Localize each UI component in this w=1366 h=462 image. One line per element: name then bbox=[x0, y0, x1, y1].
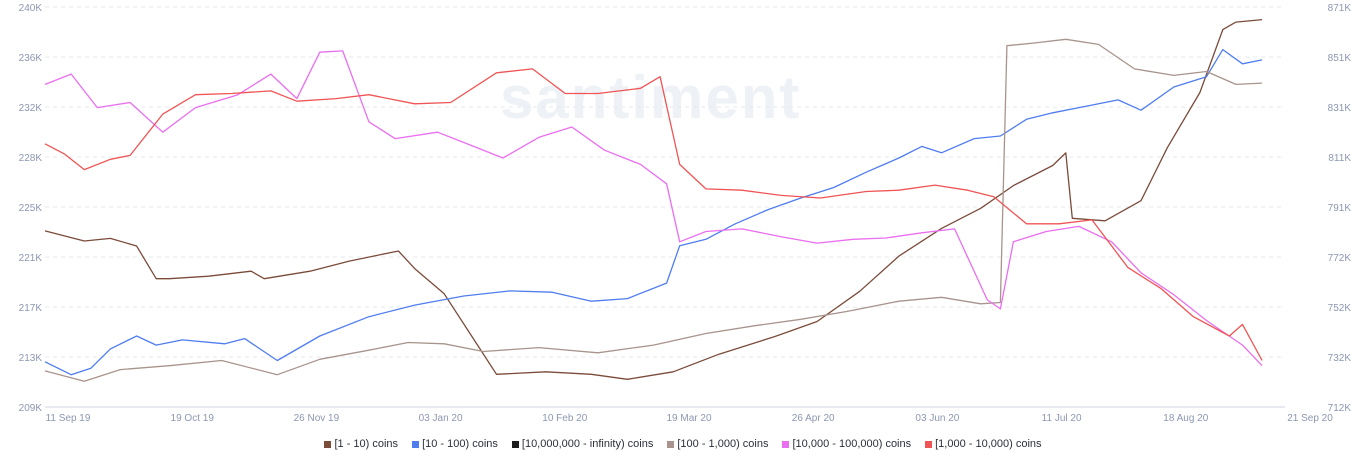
legend-swatch bbox=[782, 440, 790, 448]
legend: [1 - 10) coins [10 - 100) coins [10,000,00… bbox=[0, 434, 1366, 454]
y-left-tick-label: 221K bbox=[19, 253, 43, 264]
y-right-tick-label: 732K bbox=[1328, 353, 1352, 364]
y-left-tick-label: 240K bbox=[19, 3, 43, 14]
line-chart: santiment 240K 236K 232K 228K 225K 221K 217K 21… bbox=[19, 3, 1352, 424]
legend-item[interactable]: [1,000 - 10,000) coins bbox=[925, 438, 1042, 450]
y-left-tick-label: 228K bbox=[19, 153, 43, 164]
x-tick-label: 19 Mar 20 bbox=[666, 413, 711, 424]
y-left-tick-label: 236K bbox=[19, 53, 43, 64]
legend-item[interactable]: [1 - 10) coins bbox=[324, 438, 398, 450]
legend-swatch bbox=[667, 440, 675, 448]
legend-label: [1,000 - 10,000) coins bbox=[935, 438, 1042, 450]
y-right-tick-label: 851K bbox=[1328, 53, 1352, 64]
x-tick-label: 11 Jul 20 bbox=[1042, 413, 1082, 424]
series-lines bbox=[44, 18, 1263, 382]
x-tick-label: 19 Oct 19 bbox=[171, 413, 215, 424]
x-tick-label: 11 Sep 19 bbox=[46, 413, 91, 424]
y-right-tick-label: 712K bbox=[1328, 403, 1352, 414]
series-line bbox=[44, 68, 1263, 361]
y-left-tick-label: 209K bbox=[19, 403, 43, 414]
y-left-tick-label: 232K bbox=[19, 103, 43, 114]
x-tick-label: 26 Nov 19 bbox=[294, 413, 340, 424]
legend-label: [10,000 - 100,000) coins bbox=[792, 438, 912, 450]
legend-item[interactable]: [100 - 1,000) coins bbox=[667, 438, 768, 450]
legend-swatch bbox=[412, 440, 420, 448]
y-right-tick-label: 811K bbox=[1328, 153, 1351, 164]
x-tick-label: 03 Jan 20 bbox=[419, 413, 463, 424]
series-line bbox=[44, 38, 1263, 382]
legend-item[interactable]: [10,000 - 100,000) coins bbox=[782, 438, 911, 450]
y-right-tick-label: 772K bbox=[1328, 253, 1352, 264]
x-tick-label: 26 Apr 20 bbox=[792, 413, 835, 424]
series-line bbox=[44, 48, 1263, 376]
y-left-tick-label: 213K bbox=[19, 353, 43, 364]
legend-item[interactable]: [10 - 100) coins bbox=[412, 438, 498, 450]
y-axis-left: 240K 236K 232K 228K 225K 221K 217K 213K 209K bbox=[19, 3, 43, 414]
x-axis: 11 Sep 19 19 Oct 19 26 Nov 19 03 Jan 20 10 F… bbox=[45, 406, 1333, 424]
y-right-tick-label: 791K bbox=[1328, 203, 1352, 214]
series-line bbox=[44, 50, 1263, 367]
y-right-tick-label: 831K bbox=[1328, 103, 1352, 114]
legend-label: [100 - 1,000) coins bbox=[677, 438, 769, 450]
series-line bbox=[44, 18, 1263, 380]
legend-item[interactable]: [10,000,000 - infinity) coins bbox=[511, 438, 654, 450]
x-tick-label: 10 Feb 20 bbox=[542, 413, 587, 424]
x-tick-label: 21 Sep 20 bbox=[1287, 413, 1333, 424]
legend-swatch bbox=[511, 440, 519, 448]
watermark: santiment bbox=[500, 64, 801, 131]
y-left-tick-label: 225K bbox=[19, 203, 43, 214]
legend-label: [10 - 100) coins bbox=[422, 438, 498, 450]
y-right-tick-label: 752K bbox=[1328, 303, 1352, 314]
y-left-tick-label: 217K bbox=[19, 303, 43, 314]
legend-label: [1 - 10) coins bbox=[334, 438, 399, 450]
x-tick-label: 18 Aug 20 bbox=[1163, 413, 1208, 424]
y-right-tick-label: 871K bbox=[1328, 3, 1352, 14]
x-tick-label: 03 Jun 20 bbox=[915, 413, 959, 424]
y-axis-right: 871K 851K 831K 811K 791K 772K 752K 732K 712K bbox=[1328, 3, 1352, 414]
legend-swatch bbox=[925, 440, 933, 448]
legend-label: [10,000,000 - infinity) coins bbox=[521, 438, 654, 450]
legend-swatch bbox=[324, 440, 332, 448]
